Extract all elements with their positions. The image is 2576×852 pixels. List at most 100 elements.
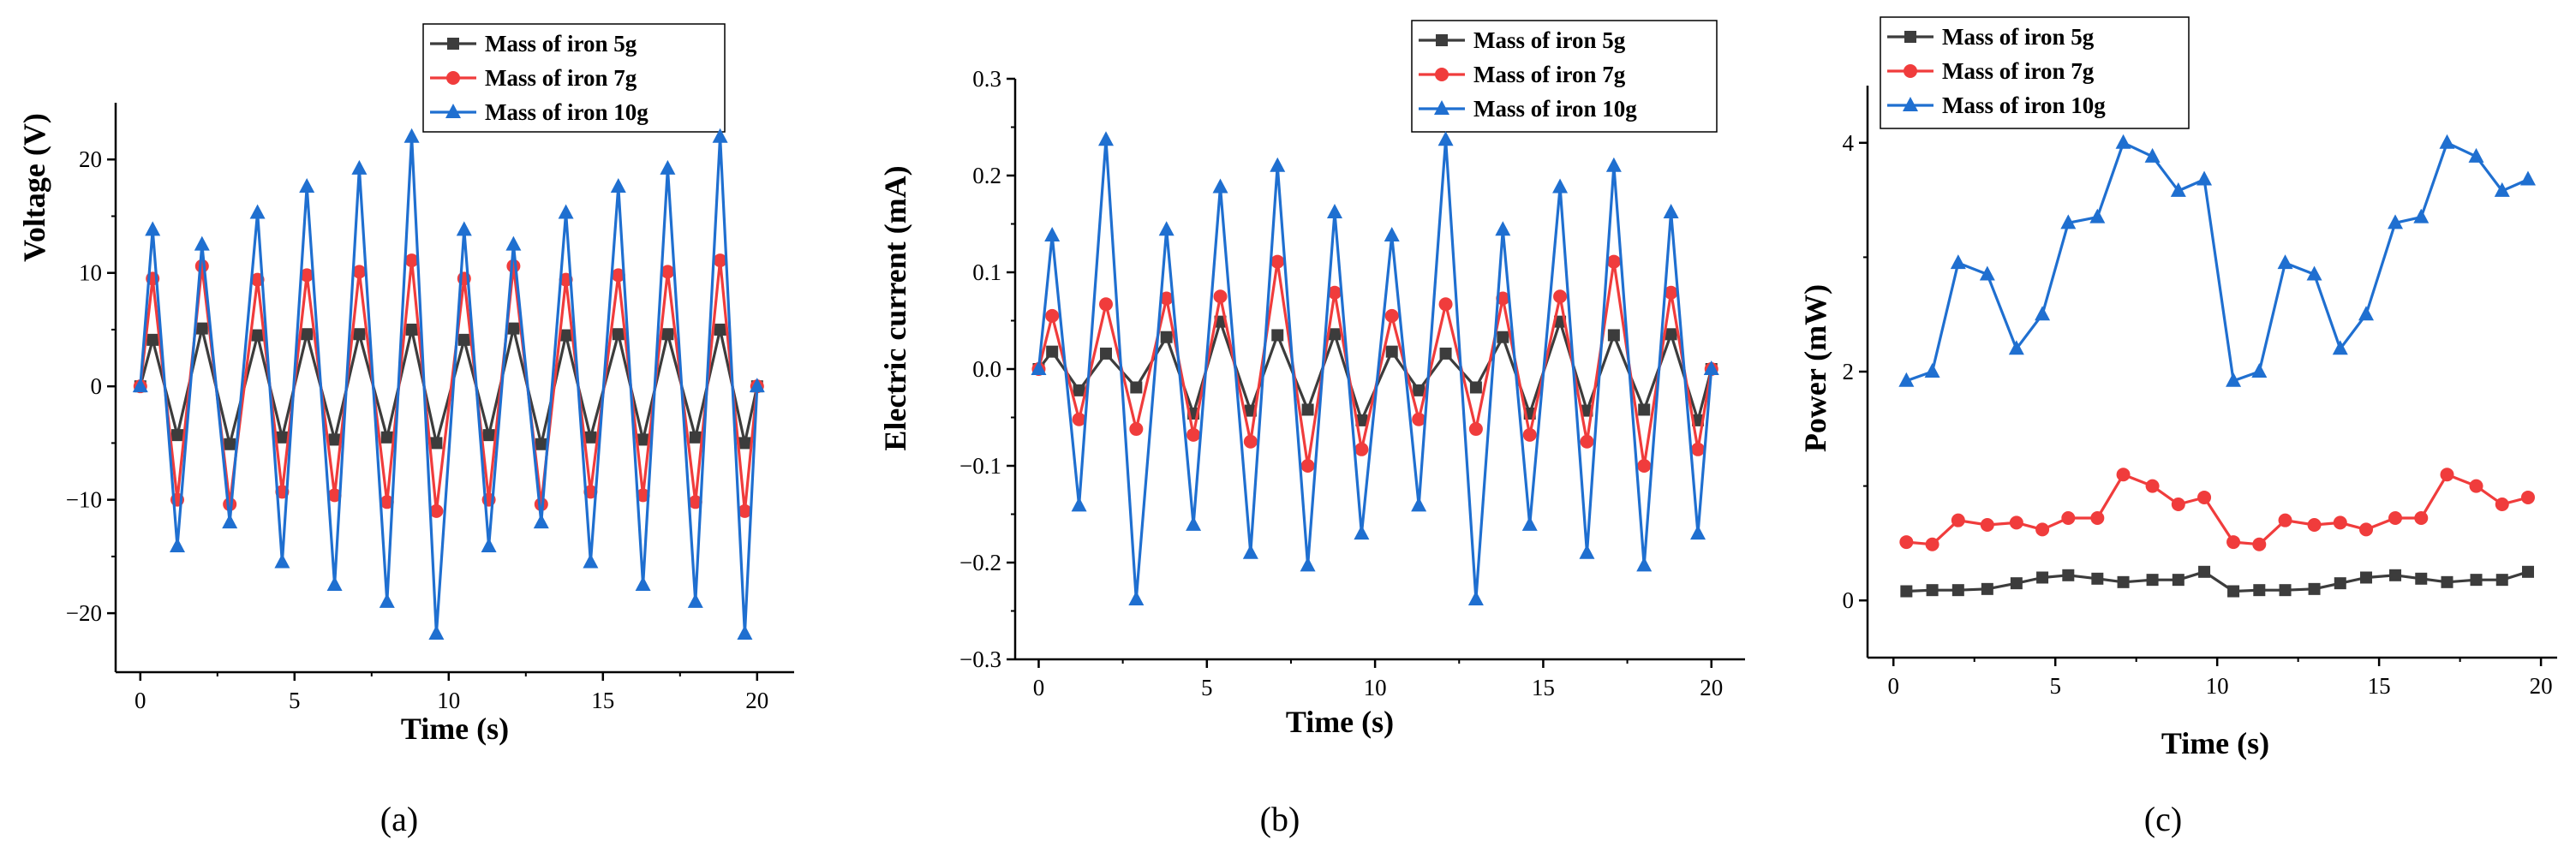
panel-b-legend-label: Mass of iron 10g [1473,96,1637,122]
panel-b-legend-label: Mass of iron 5g [1473,27,1626,53]
panel-a-data-point [251,329,264,342]
panel-b-legend-marker [1434,100,1449,115]
panel-a-data-point [584,431,597,444]
panel-a-y-tick-label: 10 [79,260,102,286]
panel-b-data-point [1243,434,1258,449]
panel-c-x-tick-label: 15 [2368,673,2391,699]
panel-c-data-point [2170,182,2186,197]
panel-a-data-point [249,204,266,219]
panel-c-data-point [2117,575,2130,588]
panel-a-data-point [689,431,702,444]
panel-b-ylabel: Electric current (mA) [878,165,912,450]
panel-b-xlabel: Time (s) [1286,705,1394,739]
panel-a-data-point [660,265,675,279]
panel-b-data-point [1580,434,1594,449]
panel-c-data-point [2389,569,2402,581]
panel-b-data-point [1046,345,1059,358]
panel-a-data-point [132,378,148,393]
panel-a-data-point [583,553,599,569]
panel-b-data-point [1385,345,1398,358]
panel-a-data-point [194,235,210,251]
panel-c-data-point [2415,572,2428,585]
panel-c-data-point [1950,254,1966,270]
panel-a-x-tick-label: 20 [745,688,768,713]
panel-a-data-point [380,431,393,444]
panel-a-data-point [380,495,394,509]
panel-a-data-point [326,575,343,591]
panel-c-data-point [1899,535,1914,550]
panel-c-series-line-square [1906,570,2529,593]
panel-b-data-point [1438,297,1453,312]
panel-a-legend-label: Mass of iron 10g [485,99,648,125]
panel-b-data-point [1354,442,1369,456]
panel-c-data-point [2440,468,2454,482]
panel-c-data-point [2251,363,2268,378]
panel-c-data-point [2144,147,2161,163]
panel-c-data-point [2145,479,2160,493]
panel-b-legend-marker [1436,34,1448,46]
panel-c-data-point [2062,569,2075,581]
panel-a-x-tick-label: 0 [134,688,146,713]
panel-c-data-point [2171,497,2185,511]
panel-c-data-point [2519,170,2536,186]
panel-c-data-point [2495,497,2509,511]
panel-c-data-point [1926,584,1939,597]
panel-a-data-point [171,429,183,442]
panel-a-y-tick-label: −20 [66,600,102,626]
panel-c-data-point [2196,170,2213,186]
panel-a-x-tick-label: 15 [591,688,614,713]
panel-c-data-point [2494,182,2510,197]
panel-b-legend-marker [1435,68,1449,81]
panel-c-data-point [2414,511,2429,526]
panel-c-data-point [2332,340,2348,355]
panel-b-y-tick-label: 0.3 [972,66,1001,92]
panel-b-data-point [1412,412,1426,426]
panel-a-data-point [687,593,703,608]
panel-c-data-point [2278,513,2292,527]
panel-b-data-point [1300,557,1316,572]
panel-b-y-tick-label: 0.1 [972,259,1001,285]
panel-b-data-point [1355,414,1368,426]
panel-a-data-point [353,328,366,341]
panel-c-data-point [1951,584,1964,597]
panel-c-legend-label: Mass of iron 5g [1942,24,2095,50]
panel-c-data-point [2226,535,2241,550]
panel-b-data-point [1270,157,1286,172]
panel-c-data-point [2036,571,2049,584]
panel-a-data-point [535,438,547,450]
panel-c-data-point [2198,565,2211,578]
panel-b-data-point [1522,427,1537,442]
panel-c-legend-label: Mass of iron 10g [1942,92,2106,118]
panel-b-data-point [1098,131,1115,146]
panel-b-data-point [1326,203,1342,218]
panel-b-data-point [1130,381,1143,394]
panel-b-data-point [1044,227,1061,242]
panel-a-data-point [429,503,444,518]
panel-a-y-tick-label: −10 [66,487,102,513]
panel-b-data-point [1073,384,1085,396]
panel-c-data-point [2306,265,2322,281]
panel-a-voltage: Voltage (V) Time (s) (a) Mass of iron 5g… [17,23,794,838]
panel-b-x-tick-label: 10 [1364,675,1387,700]
panel-a-data-point [195,322,208,335]
panel-a-data-point [688,495,702,509]
panel-c-series-line-circle [1906,473,2529,546]
panel-a-data-point [403,128,420,143]
panel-c-data-point [2197,490,2212,504]
panel-c-data-point [2091,572,2104,585]
panel-b-label: (b) [1260,800,1300,838]
panel-a-legend-marker [445,104,461,118]
panel-a-x-tick-label: 10 [437,688,460,713]
panel-b-data-point [1665,328,1677,341]
panel-c-y-tick-label: 4 [1843,130,1855,156]
panel-c-legend: Mass of iron 5g Mass of iron 7g Mass of ir… [1880,16,2190,129]
panel-a-y-tick-label: 0 [91,373,103,399]
panel-b-data-point [1497,331,1509,343]
panel-b-legend: Mass of iron 5g Mass of iron 7g Mass of ir… [1411,20,1718,133]
panel-b-data-point [1411,497,1427,512]
panel-c-data-point [2333,515,2347,530]
panel-b-y-tick-label: −0.1 [959,453,1001,479]
panel-a-data-point [507,322,520,335]
panel-a-data-point [635,575,651,591]
panel-a-data-point [714,323,726,336]
